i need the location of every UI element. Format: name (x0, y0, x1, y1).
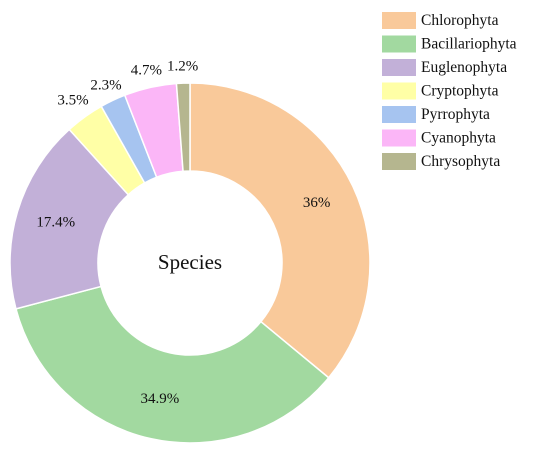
data-label-cryptophyta: 3.5% (57, 92, 88, 108)
data-label-euglenophyta: 17.4% (36, 215, 75, 231)
legend-label-chlorophyta: Chlorophyta (421, 12, 499, 29)
legend-label-cryptophyta: Cryptophyta (421, 83, 499, 100)
legend-item-cryptophyta: Cryptophyta (382, 82, 499, 100)
data-label-cyanophyta: 4.7% (131, 62, 162, 78)
legend-label-pyrrophyta: Pyrrophyta (421, 106, 490, 123)
legend-swatch-cryptophyta (382, 82, 416, 100)
legend-item-chlorophyta: Chlorophyta (382, 12, 499, 29)
slice-chlorophyta (189, 82, 371, 379)
legend-label-bacillariophyta: Bacillariophyta (421, 36, 517, 53)
slice-euglenophyta (9, 128, 130, 310)
legend-item-cyanophyta: Cyanophyta (382, 129, 496, 147)
legend-item-euglenophyta: Euglenophyta (382, 59, 507, 76)
data-label-bacillariophyta: 34.9% (141, 391, 180, 407)
slices-layer (9, 82, 371, 444)
slice-bacillariophyta (15, 285, 330, 444)
data-label-pyrrophyta: 2.3% (90, 77, 121, 93)
legend-swatch-bacillariophyta (382, 35, 416, 53)
legend: Chlorophyta Bacillariophyta Euglenophyta Cr… (382, 12, 517, 170)
legend-label-cyanophyta: Cyanophyta (421, 130, 496, 147)
legend-item-pyrrophyta: Pyrrophyta (382, 106, 490, 123)
legend-swatch-pyrrophyta (382, 106, 416, 123)
center-label: Species (158, 250, 222, 274)
data-label-chlorophyta: 36% (303, 195, 331, 211)
legend-swatch-chlorophyta (382, 12, 416, 29)
data-label-chrysophyta: 1.2% (167, 59, 198, 75)
slice-chrysophyta (175, 82, 191, 173)
legend-label-chrysophyta: Chrysophyta (421, 153, 500, 170)
legend-item-bacillariophyta: Bacillariophyta (382, 35, 517, 53)
legend-item-chrysophyta: Chrysophyta (382, 153, 500, 170)
labels-layer: 36% 34.9% 17.4% 3.5%2.3% 4.7% 1.2% (36, 59, 330, 408)
legend-swatch-cyanophyta (382, 129, 416, 147)
legend-swatch-chrysophyta (382, 153, 416, 170)
legend-swatch-euglenophyta (382, 59, 416, 76)
legend-label-euglenophyta: Euglenophyta (421, 59, 507, 76)
